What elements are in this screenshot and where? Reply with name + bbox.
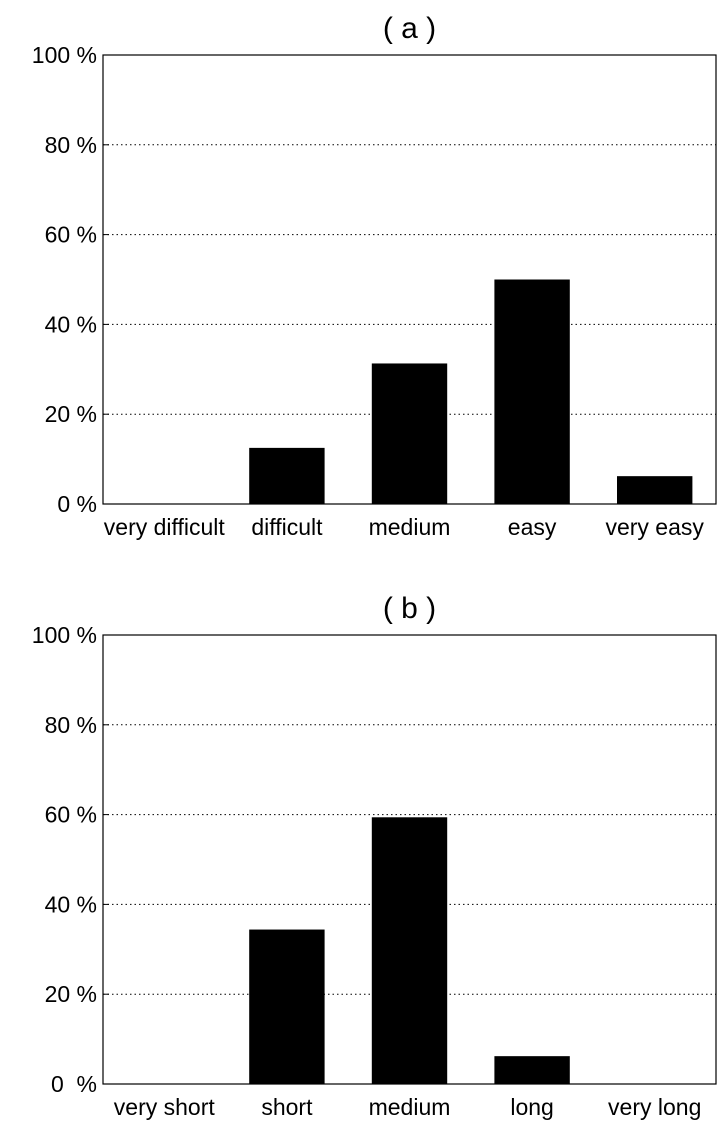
axes-frame xyxy=(102,634,717,1085)
bar xyxy=(494,279,570,504)
bar xyxy=(371,363,448,504)
chart-title: ( b ) xyxy=(383,592,436,625)
bar xyxy=(617,476,693,504)
chart-panel-b: 0 % 20 % 40 % 60 % 80 % 100 % very short short m… xyxy=(32,592,717,1120)
y-tick-label: 100 % xyxy=(32,42,97,68)
y-tick-label: 80 % xyxy=(45,132,97,158)
bar xyxy=(494,1056,570,1084)
chart-title: ( a ) xyxy=(383,12,436,45)
x-category-label: very long xyxy=(608,1094,701,1120)
chart-panel-a: 0 % 20 % 40 % 60 % 80 % 100 % very difficult di… xyxy=(32,12,717,540)
axes-frame xyxy=(102,54,717,505)
y-tick-label: 80 % xyxy=(45,712,97,738)
y-tick-label: 60 % xyxy=(45,222,97,248)
x-category-label: very difficult xyxy=(104,514,226,540)
x-category-label: very easy xyxy=(605,514,704,540)
x-category-label: medium xyxy=(369,1094,451,1120)
x-category-label: long xyxy=(510,1094,553,1120)
x-category-label: short xyxy=(261,1094,313,1120)
x-category-label: very short xyxy=(114,1094,216,1120)
y-tick-label: 40 % xyxy=(45,891,97,917)
y-tick-label: 100 % xyxy=(32,622,97,648)
bar xyxy=(249,929,325,1084)
y-tick-label: 0 % xyxy=(51,1071,97,1097)
y-tick-label: 0 % xyxy=(57,491,97,517)
bar xyxy=(249,447,325,504)
y-tick-label: 60 % xyxy=(45,802,97,828)
x-category-label: difficult xyxy=(251,514,323,540)
y-tick-label: 20 % xyxy=(45,981,97,1007)
x-category-label: easy xyxy=(508,514,557,540)
bar xyxy=(371,817,448,1084)
y-tick-label: 20 % xyxy=(45,401,97,427)
y-tick-label: 40 % xyxy=(45,311,97,337)
x-category-label: medium xyxy=(369,514,451,540)
